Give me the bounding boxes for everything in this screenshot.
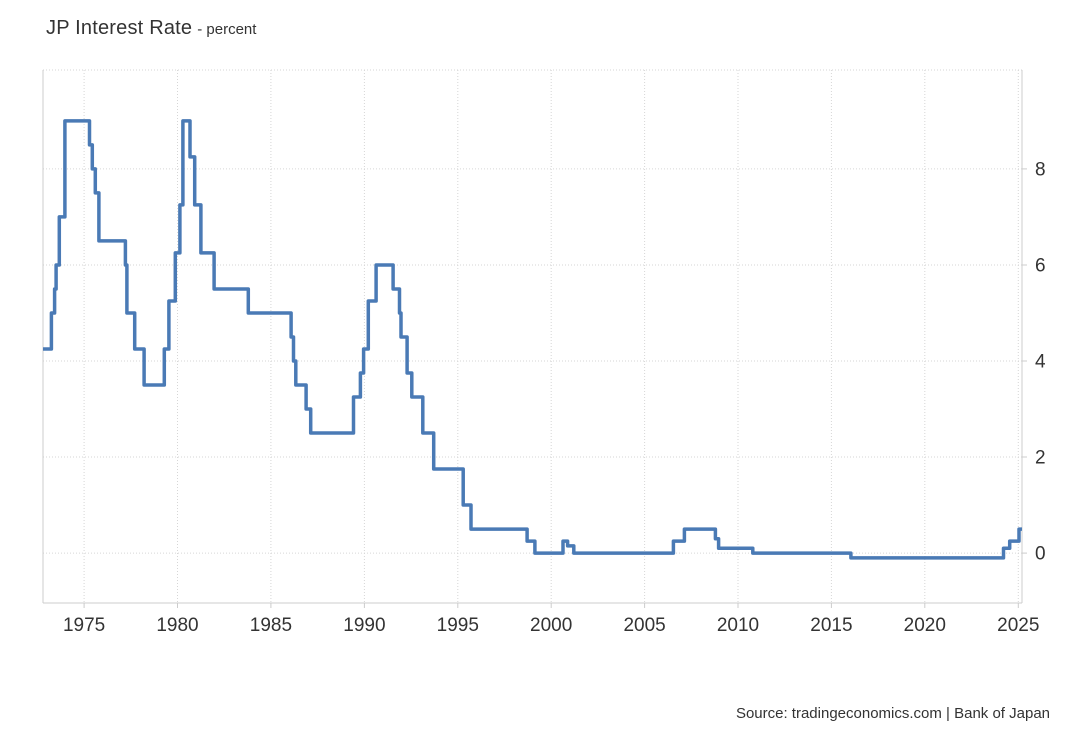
x-tick-label: 1975 bbox=[63, 615, 105, 636]
chart-title: JP Interest Rate bbox=[46, 17, 193, 39]
x-tick-label: 1980 bbox=[156, 615, 198, 636]
x-tick-label: 2025 bbox=[997, 615, 1039, 636]
x-tick-label: 1985 bbox=[250, 615, 292, 636]
x-tick-label: 2010 bbox=[717, 615, 759, 636]
y-tick-label: 8 bbox=[1035, 159, 1046, 180]
x-tick-label: 1990 bbox=[343, 615, 385, 636]
grid-lines bbox=[43, 69, 1022, 603]
y-tick-label: 6 bbox=[1035, 256, 1046, 277]
x-tick-label: 2005 bbox=[623, 615, 665, 636]
x-tick-label: 2020 bbox=[904, 615, 946, 636]
y-tick-label: 2 bbox=[1035, 448, 1046, 469]
interest-rate-chart[interactable]: 1975 1980 1985 1990 1995 2000 2005 2010 2015 2020… bbox=[0, 0, 1080, 680]
chart-subtitle: - percent bbox=[197, 21, 257, 38]
source-text: Source: tradingeconomics.com | Bank of J… bbox=[735, 705, 1050, 722]
x-tick-label: 2000 bbox=[530, 615, 572, 636]
x-tick-label: 1995 bbox=[437, 615, 479, 636]
y-axis-labels: 0 2 4 6 8 bbox=[1035, 159, 1046, 564]
y-tick-label: 4 bbox=[1035, 352, 1046, 373]
y-tick-label: 0 bbox=[1035, 544, 1046, 565]
plot-border bbox=[42, 70, 1027, 608]
series-line bbox=[43, 119, 1022, 560]
chart-header: JP Interest Rate - percent bbox=[46, 17, 256, 40]
x-axis-labels: 1975 1980 1985 1990 1995 2000 2005 2010 2015 2020… bbox=[63, 615, 1039, 636]
x-tick-label: 2015 bbox=[810, 615, 852, 636]
